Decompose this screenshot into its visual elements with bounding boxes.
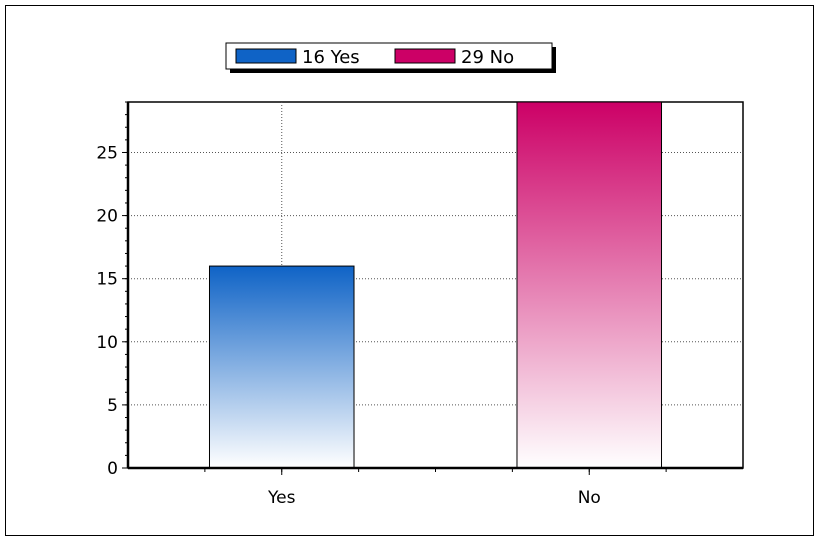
x-tick-labels: Yes No: [267, 488, 601, 508]
legend-swatch: [235, 48, 297, 64]
y-tick-label: 0: [107, 459, 118, 479]
bars: [208, 101, 663, 469]
legend: 16 Yes 29 No: [225, 42, 556, 73]
bar-no: [516, 101, 663, 469]
chart-frame: 0 5 10 15 20 25 Yes No 16 Yes 29 No: [5, 5, 814, 536]
y-tick-label: 5: [107, 396, 118, 416]
legend-label: 16 Yes: [302, 47, 360, 68]
y-tick-label: 20: [96, 207, 118, 227]
bar-chart: 0 5 10 15 20 25 Yes No 16 Yes 29 No: [96, 42, 744, 508]
x-tick-label: Yes: [267, 488, 296, 508]
y-tick-label: 15: [96, 270, 118, 290]
y-tick-label: 25: [96, 143, 118, 163]
bar-yes: [208, 265, 355, 469]
legend-swatch: [394, 48, 456, 64]
x-tick-label: No: [578, 488, 601, 508]
y-tick-label: 10: [96, 333, 118, 353]
y-tick-labels: 0 5 10 15 20 25: [96, 143, 118, 479]
axes: [122, 101, 743, 475]
legend-label: 29 No: [461, 47, 514, 68]
